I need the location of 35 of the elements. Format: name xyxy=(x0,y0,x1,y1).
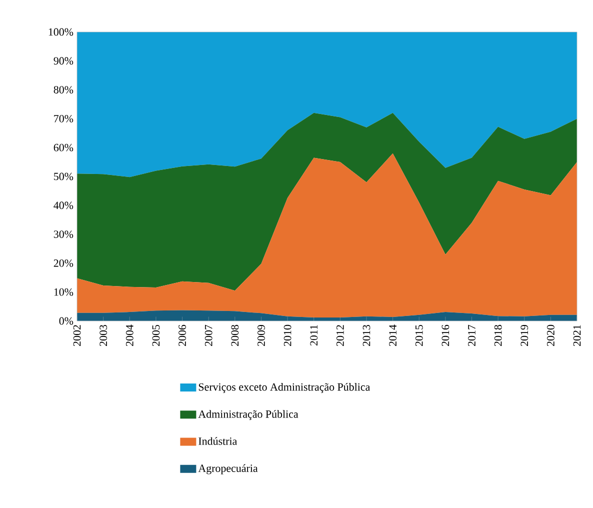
x-tick-label: 2016 xyxy=(442,324,450,346)
y-tick-label: 80% xyxy=(54,86,74,94)
x-tick-label: 2009 xyxy=(258,324,265,346)
x-tick-label: 2018 xyxy=(494,324,502,346)
y-tick-label: 70% xyxy=(54,114,74,122)
y-tick-label: 90% xyxy=(54,57,74,65)
legend-label: Indústria xyxy=(198,437,237,445)
x-tick-label: 2004 xyxy=(126,324,134,346)
x-tick-label: 2003 xyxy=(100,324,108,346)
y-tick-label: 30% xyxy=(54,230,74,238)
x-tick-label: 2013 xyxy=(362,324,370,346)
y-tick-label: 10% xyxy=(54,288,74,296)
x-tick-label: 2006 xyxy=(178,324,186,346)
legend-label: Serviços exceto Administração Pública xyxy=(198,382,370,393)
y-tick-label: 50% xyxy=(54,172,74,180)
x-tick-label: 2020 xyxy=(547,324,554,346)
x-tick-label: 2012 xyxy=(336,325,344,346)
x-tick-label: 2015 xyxy=(415,324,423,346)
legend-label: Administração Pública xyxy=(198,410,298,420)
y-tick-label: 0% xyxy=(59,317,74,325)
x-tick-label: 2007 xyxy=(204,324,212,346)
y-tick-label: 100% xyxy=(48,28,74,36)
x-tick-label: 2002 xyxy=(73,325,81,346)
y-tick-label: 20% xyxy=(54,259,74,267)
x-tick-label: 2019 xyxy=(520,324,528,346)
x-tick-label: 2014 xyxy=(389,324,396,346)
legend-label: Agropecuária xyxy=(198,464,258,474)
x-tick-label: 2017 xyxy=(468,324,476,346)
x-tick-label: 2005 xyxy=(152,324,160,346)
x-tick-label: 2011 xyxy=(310,325,318,346)
y-tick-label: 40% xyxy=(54,202,74,210)
y-tick-label: 60% xyxy=(54,144,74,152)
x-tick-label: 2021 xyxy=(573,325,581,346)
x-tick-label: 2008 xyxy=(231,324,239,346)
x-tick-label: 2010 xyxy=(284,324,292,346)
